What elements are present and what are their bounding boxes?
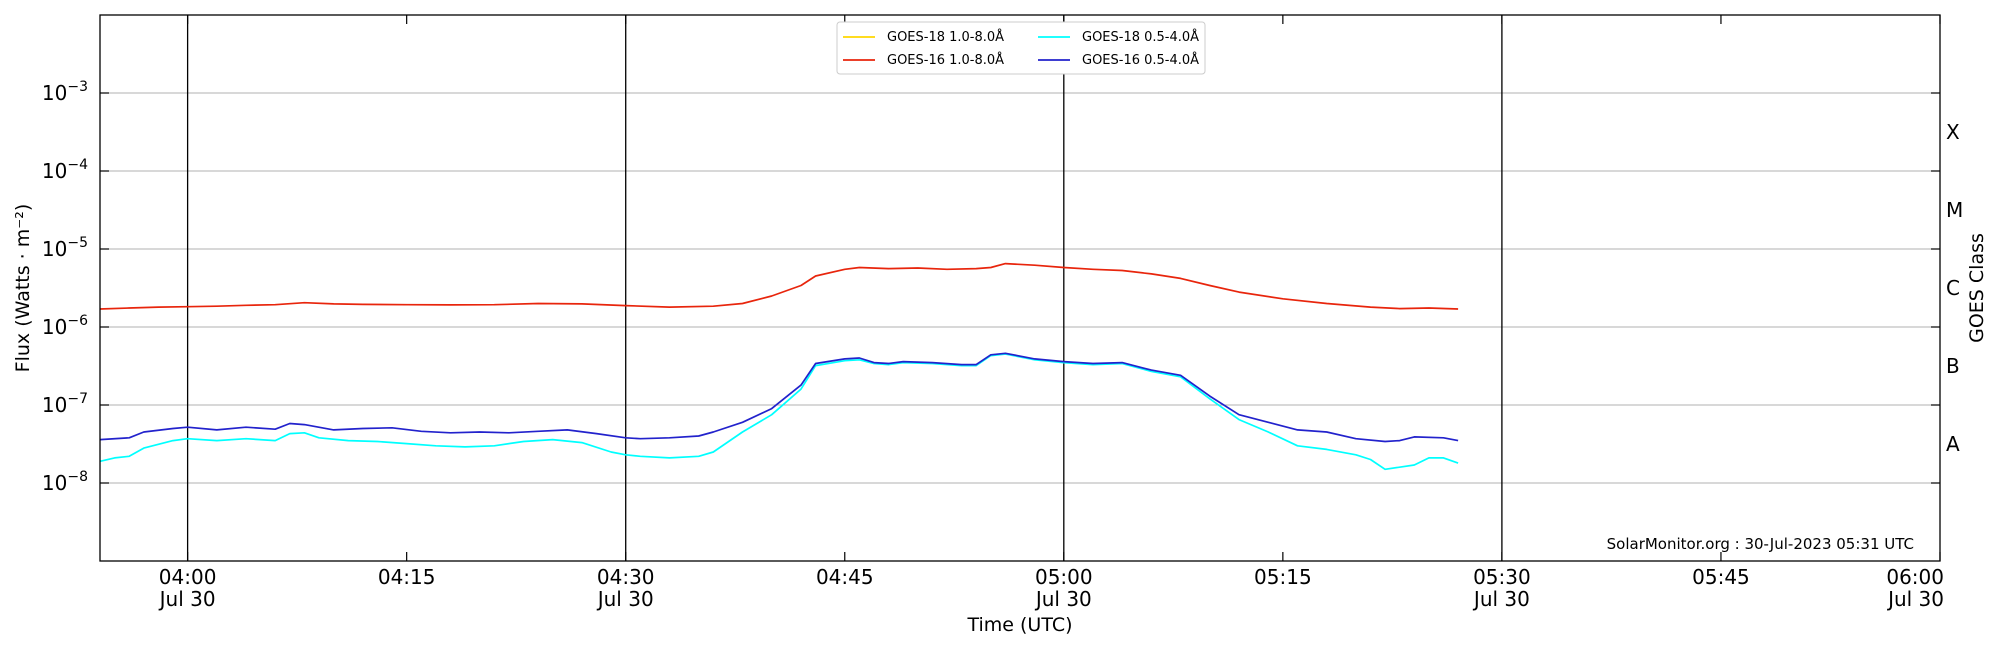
legend-label: GOES-16 0.5-4.0Å [1082, 52, 1199, 68]
x-tick-date-label: Jul 30 [1886, 587, 1944, 611]
y-tick-label: 10−3 [42, 79, 88, 105]
x-tick-label: 04:30 [597, 565, 655, 589]
y-tick-label: 10−8 [42, 469, 88, 495]
x-tick-date-label: Jul 30 [1472, 587, 1530, 611]
x-tick-date-label: Jul 30 [158, 587, 216, 611]
series-line-goes-16-0-5-4-0- [99, 352, 1459, 443]
watermark-text: SolarMonitor.org : 30-Jul-2023 05:31 UTC [1607, 535, 1914, 553]
y-tick-label: 10−6 [42, 313, 88, 339]
x-tick-label: 05:30 [1473, 565, 1531, 589]
x-tick-date-label: Jul 30 [1034, 587, 1092, 611]
goes-class-label-C: C [1946, 276, 1960, 300]
y-tick-label: 10−7 [42, 391, 88, 417]
goes-class-label-B: B [1946, 354, 1960, 378]
goes-class-label-M: M [1946, 198, 1963, 222]
x-tick-label: 05:45 [1692, 565, 1750, 589]
day-separator-lines [186, 15, 1503, 561]
x-tick-label: 04:15 [378, 565, 436, 589]
data-series [99, 262, 1459, 471]
y-tick-label: 10−4 [42, 157, 88, 183]
legend-label: GOES-18 1.0-8.0Å [887, 29, 1004, 45]
x-tick-label: 05:00 [1035, 565, 1093, 589]
series-line-goes-18-0-5-4-0- [99, 353, 1459, 471]
x-tick-date-label: Jul 30 [596, 587, 654, 611]
goes-class-label-X: X [1946, 120, 1960, 144]
plot-frame [99, 14, 1941, 562]
goes-class-label-A: A [1946, 432, 1960, 456]
y-tick-label: 10−5 [42, 235, 88, 261]
x-axis-title: Time (UTC) [966, 614, 1072, 636]
legend: GOES-18 1.0-8.0Å GOES-16 1.0-8.0Å GOES-18 … [836, 21, 1206, 75]
legend-label: GOES-16 1.0-8.0Å [887, 52, 1004, 68]
x-tick-label: 04:45 [816, 565, 874, 589]
legend-label: GOES-18 0.5-4.0Å [1082, 29, 1199, 45]
legend-box [836, 21, 1206, 75]
x-tick-label: 05:15 [1254, 565, 1312, 589]
axis-ticks [100, 15, 1941, 561]
gridlines [100, 92, 1940, 484]
x-tick-label: 04:00 [159, 565, 217, 589]
y2-axis-title: GOES Class [1966, 233, 1988, 343]
y-axis-title: Flux (Watts · m⁻²) [12, 204, 34, 373]
x-tick-label: 06:00 [1886, 565, 1944, 589]
series-line-goes-16-1-0-8-0- [99, 262, 1459, 310]
